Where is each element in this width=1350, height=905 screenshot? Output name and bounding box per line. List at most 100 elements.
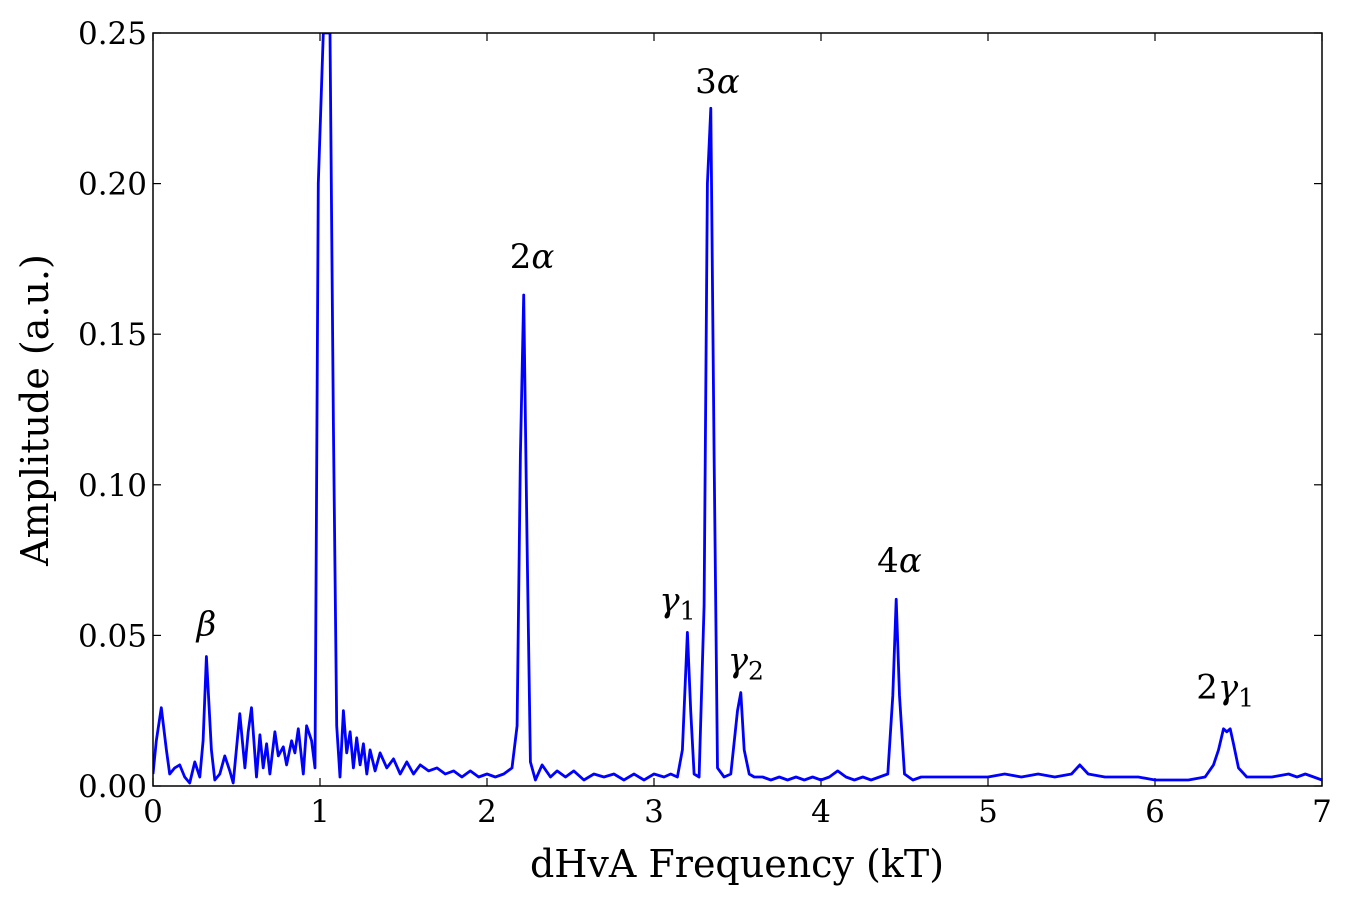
data-point <box>526 544 528 546</box>
data-point <box>294 752 296 754</box>
peak-label-part: 2 <box>510 237 532 277</box>
y-axis-label: Amplitude (a.u.) <box>13 254 57 567</box>
data-point <box>366 773 368 775</box>
data-point <box>392 758 395 760</box>
data-point <box>317 183 319 185</box>
data-point <box>770 779 772 781</box>
data-point <box>232 782 234 784</box>
peak-label-part: 3 <box>695 62 717 102</box>
data-point <box>494 776 496 778</box>
peak-label-part: α <box>717 62 740 102</box>
peak-label-part: γ <box>728 641 749 681</box>
peak-label-part: 1 <box>680 596 696 625</box>
data-point <box>306 725 308 727</box>
data-point <box>1217 749 1220 751</box>
data-point <box>653 773 655 775</box>
data-point <box>291 740 293 742</box>
x-tick-label: 0 <box>143 794 163 830</box>
data-point <box>412 773 415 775</box>
data-point <box>1212 764 1215 766</box>
data-point <box>613 773 615 775</box>
peak-label: β <box>195 604 217 644</box>
data-point <box>603 776 605 778</box>
data-point <box>529 761 532 763</box>
data-point <box>205 655 207 658</box>
data-point <box>862 776 864 778</box>
data-point <box>1154 779 1156 781</box>
data-point <box>1137 776 1139 778</box>
data-point <box>1237 767 1240 769</box>
data-point <box>523 294 525 296</box>
data-point <box>342 710 344 712</box>
data-point <box>277 755 279 757</box>
data-point <box>244 767 246 769</box>
data-point <box>920 776 922 778</box>
y-tick-label: 0.00 <box>78 769 147 805</box>
data-point <box>199 776 201 778</box>
x-tick-label: 7 <box>1312 794 1332 830</box>
data-point <box>184 776 186 778</box>
data-point <box>534 779 537 781</box>
data-point <box>710 107 712 109</box>
data-point <box>255 776 258 778</box>
data-point <box>787 779 789 781</box>
data-point <box>716 767 719 769</box>
data-point <box>519 454 522 456</box>
x-tick-label: 4 <box>811 794 831 830</box>
data-point <box>686 631 689 634</box>
data-point <box>643 779 645 781</box>
data-point <box>406 761 408 763</box>
peak-label: γ2 <box>728 641 764 686</box>
data-point <box>274 731 276 733</box>
data-point <box>1229 728 1231 730</box>
plot-background <box>153 33 1322 786</box>
data-point <box>564 776 567 778</box>
data-point <box>730 773 732 775</box>
data-point <box>386 767 388 769</box>
data-point <box>1226 731 1228 733</box>
y-tick-label: 0.25 <box>78 16 147 52</box>
data-point <box>219 773 221 775</box>
peak-label: 2γ1 <box>1196 668 1254 713</box>
data-point <box>169 773 171 775</box>
data-point <box>189 782 191 784</box>
data-point <box>1020 776 1023 778</box>
peak-label-part: 2 <box>1196 668 1218 708</box>
series-line-0 <box>153 33 1322 785</box>
data-point <box>954 776 956 778</box>
data-point <box>419 764 421 766</box>
data-point <box>837 770 839 772</box>
data-point <box>633 773 635 775</box>
peak-label: 2α <box>510 237 555 277</box>
data-point <box>706 183 709 185</box>
data-point <box>362 743 364 745</box>
data-point <box>165 749 167 751</box>
data-point <box>970 776 972 778</box>
data-point <box>453 770 455 772</box>
data-point <box>1296 776 1298 778</box>
data-point <box>723 776 725 778</box>
data-point <box>762 776 764 778</box>
data-point <box>250 707 253 709</box>
y-tick-label: 0.05 <box>78 618 147 654</box>
data-point <box>1171 779 1173 781</box>
data-point <box>853 779 856 781</box>
data-point <box>663 776 665 778</box>
data-point <box>1070 773 1073 775</box>
data-point <box>820 779 822 781</box>
data-point <box>549 776 552 778</box>
y-tick-label: 0.15 <box>78 317 147 353</box>
data-point <box>332 424 334 426</box>
peak-label: 3α <box>695 62 740 102</box>
peak-label-part: γ <box>1218 668 1239 708</box>
data-point <box>302 773 304 775</box>
data-point <box>1121 776 1123 778</box>
data-point <box>1313 776 1315 778</box>
data-point <box>229 770 231 772</box>
data-point <box>828 776 830 778</box>
peak-label: 4α <box>877 541 922 581</box>
data-point <box>269 773 271 775</box>
data-point <box>803 779 805 781</box>
